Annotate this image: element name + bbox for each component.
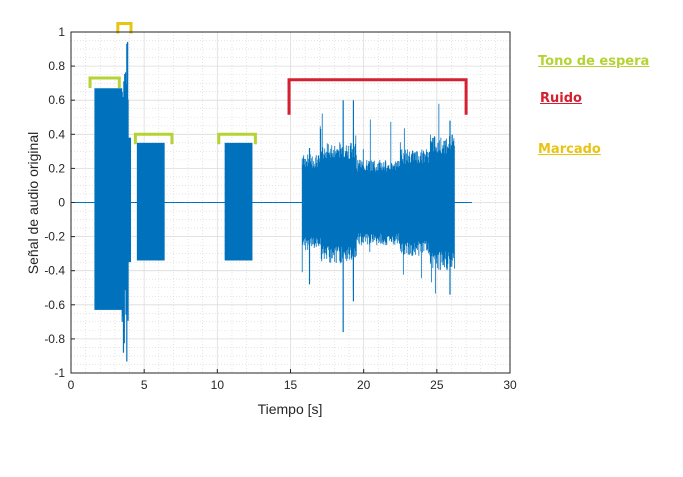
bracket-tono-de-espera [133, 132, 174, 145]
signal-segment-tone [136, 142, 165, 261]
bracket-tono-de-espera [88, 76, 121, 89]
legend-marcado: Marcado [538, 142, 601, 157]
x-tick-label: 5 [141, 378, 148, 392]
legend-tono-de-espera: Tono de espera [538, 54, 650, 69]
y-tick-label: -0.8 [44, 332, 65, 346]
legend-ruido: Ruido [540, 91, 582, 106]
x-axis-label: Tiempo [s] [258, 401, 323, 417]
x-tick-label: 20 [357, 378, 371, 392]
signal-segment-tone [128, 137, 131, 263]
y-tick-label: 0.6 [48, 93, 65, 107]
y-tick-label: 0.2 [48, 161, 65, 175]
signal-segment-tone [224, 142, 253, 261]
x-tick-label: 15 [284, 378, 298, 392]
x-tick-label: 0 [68, 378, 75, 392]
y-tick-label: 0.4 [48, 127, 65, 141]
bracket-marcado [116, 21, 133, 34]
annotation-brackets [88, 21, 468, 145]
signal-segment-tone [94, 88, 123, 310]
x-tick-label: 10 [211, 378, 225, 392]
y-tick-label: 1 [58, 25, 65, 39]
signal-trace [72, 41, 472, 362]
bracket-ruido [287, 78, 468, 115]
bracket-tono-de-espera [217, 132, 257, 145]
y-tick-label: -0.6 [44, 298, 65, 312]
y-tick-label: -0.4 [44, 264, 65, 278]
y-tick-label: 0.8 [48, 59, 65, 73]
y-tick-label: 0 [58, 196, 65, 210]
y-axis-label: Señal de audio original [25, 132, 41, 274]
signal-segment-noise [301, 100, 455, 333]
y-tick-label: -0.2 [44, 230, 65, 244]
x-tick-label: 30 [503, 378, 517, 392]
y-tick-label: -1 [54, 366, 65, 380]
x-axis: 0 5 10 15 20 25 30 [68, 369, 517, 392]
y-axis: -1 -0.8 -0.6 -0.4 -0.2 0 0.2 0.4 0.6 0.8 1 [44, 25, 75, 380]
x-tick-label: 25 [430, 378, 444, 392]
